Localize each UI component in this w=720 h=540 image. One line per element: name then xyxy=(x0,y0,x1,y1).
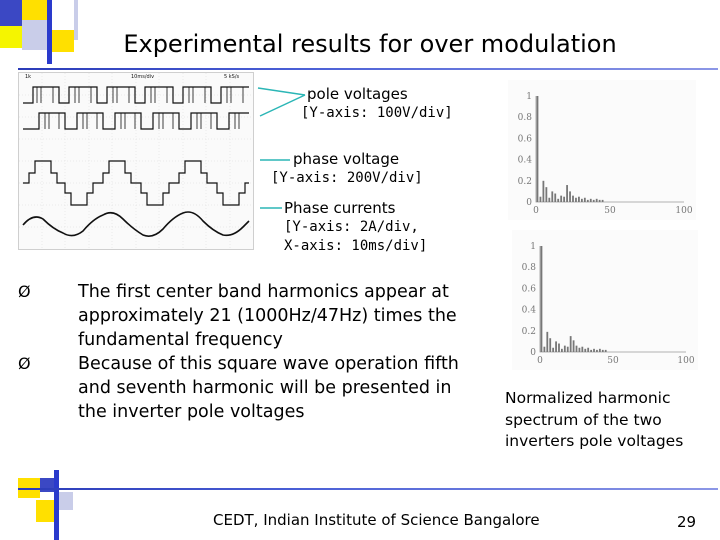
bullet-marker: Ø xyxy=(18,282,31,301)
y-tick-label: 0.6 xyxy=(518,134,533,144)
harmonic-bar xyxy=(555,341,557,352)
title-underline xyxy=(18,68,718,70)
harmonic-bar xyxy=(580,198,583,202)
harmonic-bar xyxy=(566,346,569,352)
harmonic-bar xyxy=(536,96,539,202)
y-tick-label: 0 xyxy=(530,348,536,358)
harmonic-bar xyxy=(549,338,552,352)
y-tick-label: 0.8 xyxy=(518,113,533,123)
harmonic-bar xyxy=(569,336,572,352)
harmonic-bar xyxy=(596,349,598,352)
harmonic-bar xyxy=(551,191,554,202)
spectrum-axis xyxy=(535,96,684,203)
harmonic-bar xyxy=(572,340,575,352)
footer-text: CEDT, Indian Institute of Science Bangal… xyxy=(213,511,540,529)
harmonic-bar xyxy=(563,196,566,202)
harmonic-bar xyxy=(554,193,557,202)
harmonic-bar xyxy=(561,348,563,352)
harmonic-bar xyxy=(560,195,563,202)
harmonic-bar xyxy=(592,199,595,202)
phase-current-label: Phase currents [Y-axis: 2A/div, X-axis: … xyxy=(284,199,428,254)
y-tick-label: 1 xyxy=(530,242,536,252)
x-tick-label: 0 xyxy=(537,356,543,366)
harmonic-bar xyxy=(539,196,542,202)
x-tick-label: 100 xyxy=(675,206,692,216)
harmonic-bar xyxy=(578,196,580,202)
harmonic-bar xyxy=(543,346,546,352)
harmonic-bar xyxy=(572,195,574,202)
harmonic-bar xyxy=(589,198,592,202)
oscilloscope-image: 1k 10ms/div 5 kS/s xyxy=(18,72,254,250)
bullet-text: The first center band harmonics appear a… xyxy=(78,282,457,350)
spectrum-caption: Normalized harmonic spectrum of the two … xyxy=(505,389,684,450)
x-tick-label: 50 xyxy=(604,206,616,216)
bullet-list: Ø The first center band harmonics appear… xyxy=(18,280,478,424)
bullet-item: Ø The first center band harmonics appear… xyxy=(18,280,478,352)
harmonic-bar xyxy=(587,347,590,352)
spectrum-axis xyxy=(539,246,686,353)
svg-text:5 kS/s: 5 kS/s xyxy=(224,74,240,80)
svg-text:10ms/div: 10ms/div xyxy=(131,74,154,80)
harmonic-bar xyxy=(601,349,604,352)
harmonic-bar xyxy=(546,331,549,352)
bullet-item: Ø Because of this square wave operation … xyxy=(18,352,478,424)
y-tick-label: 0.6 xyxy=(522,284,537,294)
slide-title: Experimental results for over modulation xyxy=(123,30,617,58)
y-tick-label: 0 xyxy=(526,198,532,208)
harmonic-bar xyxy=(558,343,560,352)
x-tick-label: 0 xyxy=(533,206,539,216)
harmonic-bar xyxy=(598,199,601,202)
svg-text:1k: 1k xyxy=(25,74,31,80)
harmonic-bar xyxy=(598,348,601,352)
harmonic-bar xyxy=(548,197,551,202)
x-tick-label: 100 xyxy=(677,356,694,366)
harmonic-bar xyxy=(586,199,589,202)
y-tick-label: 0.4 xyxy=(518,156,533,166)
harmonic-bar xyxy=(557,198,560,202)
harmonic-bar xyxy=(552,347,555,352)
y-tick-label: 0.2 xyxy=(518,177,532,187)
y-tick-label: 0.4 xyxy=(522,306,537,316)
pole-voltage-label: pole voltages [Y-axis: 100V/div] xyxy=(301,85,453,121)
harmonic-bar xyxy=(590,349,592,352)
bullet-marker: Ø xyxy=(18,354,31,373)
phase-voltage-label: phase voltage [Y-axis: 200V/div] xyxy=(271,150,423,186)
harmonic-bar xyxy=(566,185,568,202)
harmonic-bar xyxy=(595,198,598,202)
y-tick-label: 1 xyxy=(526,92,532,102)
footer-rule xyxy=(18,488,718,490)
harmonic-bar xyxy=(545,187,548,202)
harmonic-spectrum-1: 0 0.2 0.4 0.6 0.8 1 0 50 100 xyxy=(508,80,696,220)
harmonic-bar xyxy=(578,347,581,352)
harmonic-bar xyxy=(593,348,595,352)
harmonic-spectrum-2: 0 0.2 0.4 0.6 0.8 1 0 50 100 xyxy=(512,230,698,370)
bullet-text: Because of this square wave operation fi… xyxy=(78,354,459,422)
harmonic-bar xyxy=(563,345,566,352)
y-tick-label: 0.2 xyxy=(522,327,536,337)
page-number: 29 xyxy=(677,513,697,531)
x-tick-label: 50 xyxy=(607,356,619,366)
harmonic-bar xyxy=(569,191,571,202)
harmonic-bar xyxy=(584,348,587,352)
harmonic-bar xyxy=(575,345,578,352)
harmonic-bar xyxy=(581,346,584,352)
y-tick-label: 0.8 xyxy=(522,263,537,273)
harmonic-bar xyxy=(542,180,545,202)
harmonic-bar xyxy=(601,199,604,202)
harmonic-bar xyxy=(583,197,586,202)
harmonic-bar xyxy=(575,197,577,202)
harmonic-bar xyxy=(604,349,607,352)
harmonic-bar xyxy=(540,246,543,352)
